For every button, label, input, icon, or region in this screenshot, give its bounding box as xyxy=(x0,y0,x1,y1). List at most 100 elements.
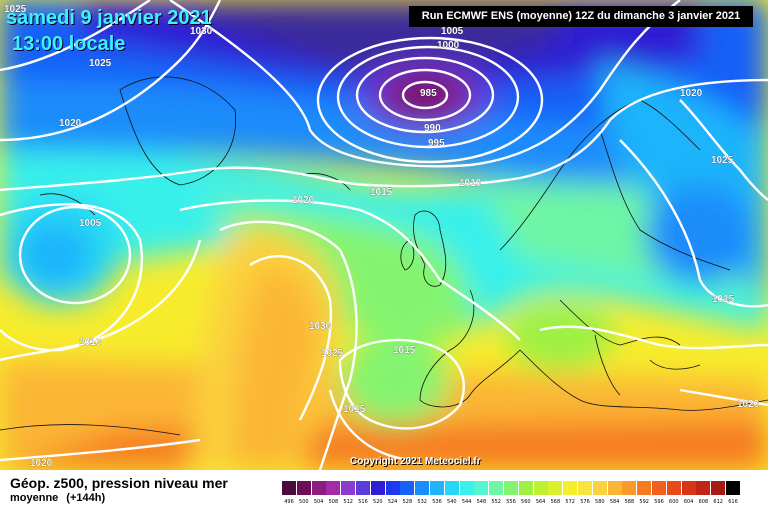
isobar-label: 1000 xyxy=(437,40,460,51)
geopotential-field xyxy=(0,0,768,470)
legend-tick-label: 588 xyxy=(624,499,635,505)
legend-swatch xyxy=(622,481,637,495)
isobar-label: 1020 xyxy=(59,118,82,129)
legend-tick-label: 608 xyxy=(698,499,709,505)
legend-swatch xyxy=(474,481,489,495)
legend-tick-label: 592 xyxy=(639,499,649,505)
coastlines xyxy=(0,76,768,436)
legend-tick-label: 604 xyxy=(683,499,694,505)
legend-tick-label: 504 xyxy=(313,499,324,505)
isobar-label: 1015 xyxy=(393,345,416,356)
legend-tick-label: 512 xyxy=(343,499,353,505)
legend-swatch xyxy=(415,481,430,495)
isobar-label: 1015 xyxy=(712,294,735,305)
legend-swatch xyxy=(681,481,696,495)
legend-swatch xyxy=(607,481,622,495)
legend-tick-label: 616 xyxy=(728,499,738,505)
legend-tick-label: 496 xyxy=(284,499,294,505)
legend-swatch xyxy=(711,481,726,495)
legend-tick-label: 596 xyxy=(654,499,664,505)
isobar-label: 1020 xyxy=(292,195,315,206)
legend-tick-label: 528 xyxy=(402,499,413,505)
legend-tick-label: 572 xyxy=(565,499,575,505)
legend-swatch xyxy=(504,481,518,495)
forecast-date: samedi 9 janvier 2021 xyxy=(6,7,212,29)
legend-swatch xyxy=(489,481,504,495)
forecast-time: 13:00 locale xyxy=(12,33,126,55)
isobar-label: 1020 xyxy=(737,399,760,410)
weather-map: 1025 1030 1025 1020 1005 1000 985 990 99… xyxy=(0,0,768,470)
subtitle-lead-time: (+144h) xyxy=(66,492,106,504)
legend-tick-label: 540 xyxy=(447,499,457,505)
legend-swatch xyxy=(296,481,311,495)
legend-swatch xyxy=(370,481,385,495)
isobar-label: 1010 xyxy=(79,337,102,348)
isobar-label: 1030 xyxy=(190,26,213,37)
legend-swatch xyxy=(356,481,370,495)
legend-swatch xyxy=(430,481,444,495)
color-scale-legend: 496 500 504 508 512 516 520 524 528 532 536 540 544 5… xyxy=(282,481,744,507)
legend-tick-label: 600 xyxy=(669,499,679,505)
map-canvas: 1025 1030 1025 1020 1005 1000 985 990 99… xyxy=(0,0,768,470)
legend-tick-label: 536 xyxy=(432,499,442,505)
legend-swatch xyxy=(459,481,474,495)
isobar-label: 1005 xyxy=(441,26,464,37)
legend-swatch xyxy=(548,481,563,495)
isobar-label: 1020 xyxy=(30,458,53,469)
legend-swatch xyxy=(652,481,666,495)
legend-tick-label: 500 xyxy=(299,499,309,505)
chart-subtitle: moyenne (+144h) xyxy=(10,492,113,504)
isobar-label: 990 xyxy=(424,123,441,134)
legend-swatch xyxy=(385,481,400,495)
legend-tick-label: 564 xyxy=(535,499,546,505)
legend-tick-label: 520 xyxy=(373,499,383,505)
model-run-info: Run ECMWF ENS (moyenne) 12Z du dimanche … xyxy=(409,6,753,27)
legend-tick-label: 508 xyxy=(328,499,339,505)
legend-swatch xyxy=(578,481,592,495)
legend-tick-label: 560 xyxy=(521,499,531,505)
isobar-label: 1025 xyxy=(4,4,27,15)
isobar-label: 985 xyxy=(420,88,437,99)
isobars xyxy=(0,0,768,470)
legend-swatch xyxy=(444,481,459,495)
legend-tick-label: 584 xyxy=(609,499,620,505)
legend-tick-label: 544 xyxy=(461,499,472,505)
subtitle-mean: moyenne xyxy=(10,492,59,504)
legend-tick-label: 580 xyxy=(595,499,605,505)
isobar-label: 995 xyxy=(428,138,445,149)
isobar-label: 1015 xyxy=(343,404,366,415)
isobar-label: 1025 xyxy=(321,348,344,359)
legend-swatch xyxy=(563,481,578,495)
isobar-label: 1015 xyxy=(370,187,393,198)
legend-swatch xyxy=(400,481,415,495)
chart-title: Géop. z500, pression niveau mer xyxy=(10,475,228,491)
legend-tick-label: 552 xyxy=(491,499,501,505)
legend-tick-label: 532 xyxy=(417,499,427,505)
legend-swatch xyxy=(696,481,711,495)
legend-swatch xyxy=(326,481,341,495)
legend-swatch xyxy=(592,481,607,495)
isobar-label: 1010 xyxy=(459,178,482,189)
legend-swatch xyxy=(282,481,296,495)
isobar-label: 1020 xyxy=(680,88,703,99)
isobar-label: 1025 xyxy=(711,155,734,166)
isobar-label: 1005 xyxy=(79,218,102,229)
legend-tick-label: 568 xyxy=(550,499,561,505)
isobar-label: 1030 xyxy=(309,321,332,332)
map-footer: Géop. z500, pression niveau mer moyenne (… xyxy=(0,470,768,512)
legend-tick-label: 524 xyxy=(387,499,398,505)
legend-tick-label: 516 xyxy=(358,499,368,505)
copyright-notice: Copyright 2021 Meteociel.fr xyxy=(350,456,481,467)
legend-swatch xyxy=(311,481,326,495)
legend-swatch xyxy=(726,481,740,495)
legend-tick-label: 556 xyxy=(506,499,516,505)
isobar-labels: 1025 1030 1025 1020 1005 1000 985 990 99… xyxy=(4,4,760,469)
isobar-label: 1025 xyxy=(89,58,112,69)
legend-tick-label: 548 xyxy=(476,499,487,505)
legend-swatch xyxy=(533,481,548,495)
legend-tick-label: 612 xyxy=(713,499,723,505)
legend-swatch xyxy=(341,481,356,495)
legend-swatch xyxy=(637,481,652,495)
legend-swatch xyxy=(518,481,533,495)
legend-swatch xyxy=(666,481,681,495)
